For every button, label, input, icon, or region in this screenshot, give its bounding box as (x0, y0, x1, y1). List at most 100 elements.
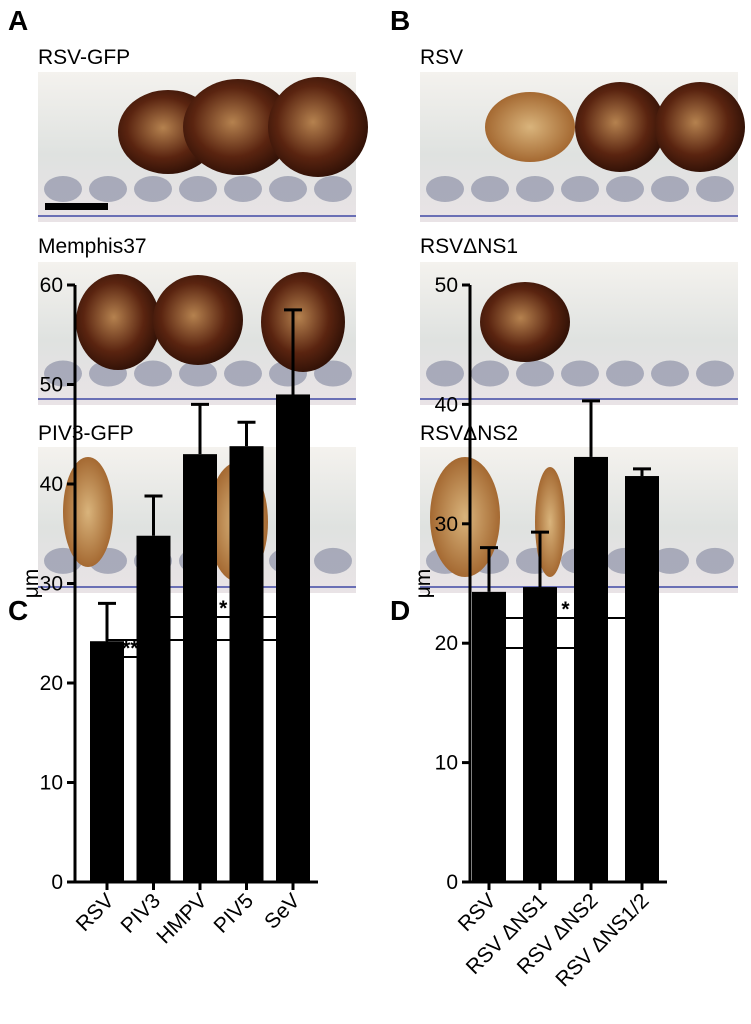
nucleus (651, 176, 689, 202)
significance-bracket: ** (488, 628, 592, 657)
error-bar (98, 601, 116, 642)
y-tick-label: 50 (435, 274, 458, 297)
image-label: Memphis37 (38, 235, 147, 258)
error-bar (237, 420, 256, 447)
nucleus (651, 547, 689, 574)
stained-cell (480, 282, 570, 362)
nucleus (314, 547, 352, 574)
nucleus (179, 176, 217, 202)
nucleus (696, 176, 734, 202)
bar (276, 394, 310, 882)
nucleus (606, 360, 644, 387)
y-tick-label: 10 (40, 772, 63, 795)
nucleus (89, 176, 127, 202)
nucleus (561, 176, 599, 202)
micrograph (420, 262, 738, 405)
micrograph (420, 72, 745, 222)
y-tick-label: 40 (40, 473, 63, 496)
nucleus (44, 176, 82, 202)
nucleus (426, 360, 464, 387)
bar (472, 591, 506, 882)
panel-letter: A (8, 5, 28, 36)
panel-letter: B (390, 5, 410, 36)
scale-bar (45, 203, 108, 210)
stained-cell (63, 457, 113, 567)
y-tick-label: 50 (40, 374, 63, 397)
x-tick-label: SeV (260, 889, 304, 933)
y-tick-label: 0 (446, 871, 458, 894)
stained-cell (485, 92, 575, 162)
bar (523, 587, 557, 882)
significance-label: * (561, 598, 570, 621)
significance-label: * (219, 597, 228, 620)
nucleus (179, 360, 217, 387)
bar (90, 641, 124, 882)
image-label: PIV3-GFP (38, 422, 134, 445)
micrograph (38, 72, 368, 222)
error-bar (284, 308, 302, 395)
nucleus (696, 547, 734, 574)
x-tick-label: RSV (454, 889, 501, 936)
nucleus (471, 360, 509, 387)
stained-cell (153, 275, 243, 365)
significance-bracket: * (152, 597, 294, 626)
y-axis-label: μm (20, 569, 43, 599)
error-bar (531, 530, 549, 588)
nucleus (471, 176, 509, 202)
significance-label: ** (122, 637, 139, 660)
nucleus (224, 176, 262, 202)
bar (625, 476, 659, 882)
image-label: RSVΔNS1 (420, 235, 518, 258)
stained-cell (268, 77, 368, 177)
image-label: RSV (420, 46, 463, 69)
nucleus (269, 176, 307, 202)
stained-cell (76, 274, 160, 370)
error-bar (191, 402, 209, 455)
nucleus (134, 360, 172, 387)
nucleus (224, 360, 262, 387)
bar (136, 535, 171, 882)
error-bar (480, 546, 498, 592)
panel-letter: D (390, 595, 410, 626)
error-bar (582, 399, 600, 457)
nucleus (314, 176, 352, 202)
x-tick-label: PIV5 (210, 889, 258, 937)
stained-cell (575, 82, 665, 172)
nucleus (516, 360, 554, 387)
nucleus (44, 360, 82, 387)
y-tick-label: 10 (435, 752, 458, 775)
nucleus (516, 176, 554, 202)
error-bar (633, 467, 651, 477)
stained-cell (261, 272, 345, 372)
stained-cell (535, 467, 565, 577)
significance-label: ** (532, 628, 549, 651)
y-tick-label: 20 (435, 632, 458, 655)
y-tick-label: 30 (40, 573, 63, 596)
nucleus (561, 360, 599, 387)
stained-cell (655, 82, 745, 172)
y-tick-label: 60 (40, 274, 63, 297)
y-tick-label: 30 (435, 513, 458, 536)
bar (574, 456, 608, 882)
bar (183, 454, 217, 882)
nucleus (696, 360, 734, 387)
y-tick-label: 0 (51, 871, 63, 894)
nucleus (426, 176, 464, 202)
image-label: RSV-GFP (38, 46, 130, 69)
x-tick-label: HMPV (152, 889, 211, 948)
nucleus (314, 360, 352, 387)
significance-bracket: * (488, 598, 643, 627)
error-bar (144, 494, 163, 536)
y-tick-label: 20 (40, 672, 63, 695)
x-tick-label: RSV (72, 889, 119, 936)
stained-cell (183, 79, 293, 175)
bar (229, 446, 264, 882)
micrograph (38, 262, 356, 405)
significance-bracket: ** (106, 637, 155, 666)
nucleus (651, 360, 689, 387)
panel-letter: C (8, 595, 28, 626)
significance-bracket: *** (106, 620, 294, 649)
nucleus (134, 176, 172, 202)
y-tick-label: 40 (435, 393, 458, 416)
